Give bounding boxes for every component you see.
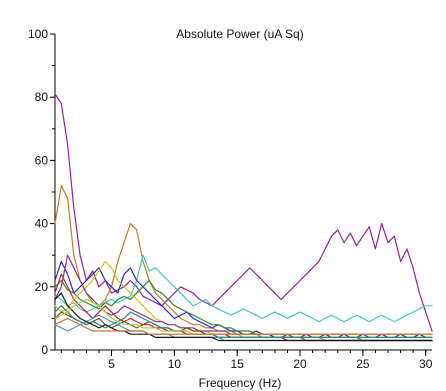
x-axis-title: Frequency (Hz) [199,376,282,390]
x-tick-label: 5 [108,357,115,371]
series-line-9 [54,311,433,342]
chart-plot-area [54,93,433,342]
series-line-2 [54,185,433,342]
y-tick-label: 0 [41,343,48,357]
y-tick-label: 20 [35,280,49,294]
x-tick-label: 30 [419,357,433,371]
series-line-3 [54,254,433,323]
chart-title: Absolute Power (uA Sq) [176,27,303,41]
x-tick-label: 25 [356,357,370,371]
y-tick-label: 100 [28,27,48,41]
chart-axes: 0 20 40 60 80 100 5 10 15 20 25 30 [28,27,433,371]
series-line-12 [54,292,433,342]
x-tick-label: 20 [293,357,307,371]
series-line-14 [54,317,433,335]
x-tick-label: 15 [231,357,245,371]
series-line-1 [54,93,433,332]
y-tick-label: 80 [35,90,49,104]
y-tick-label: 40 [35,217,49,231]
y-tick-label: 60 [35,153,49,167]
x-tick-label: 10 [168,357,182,371]
series-line-13 [54,298,433,335]
